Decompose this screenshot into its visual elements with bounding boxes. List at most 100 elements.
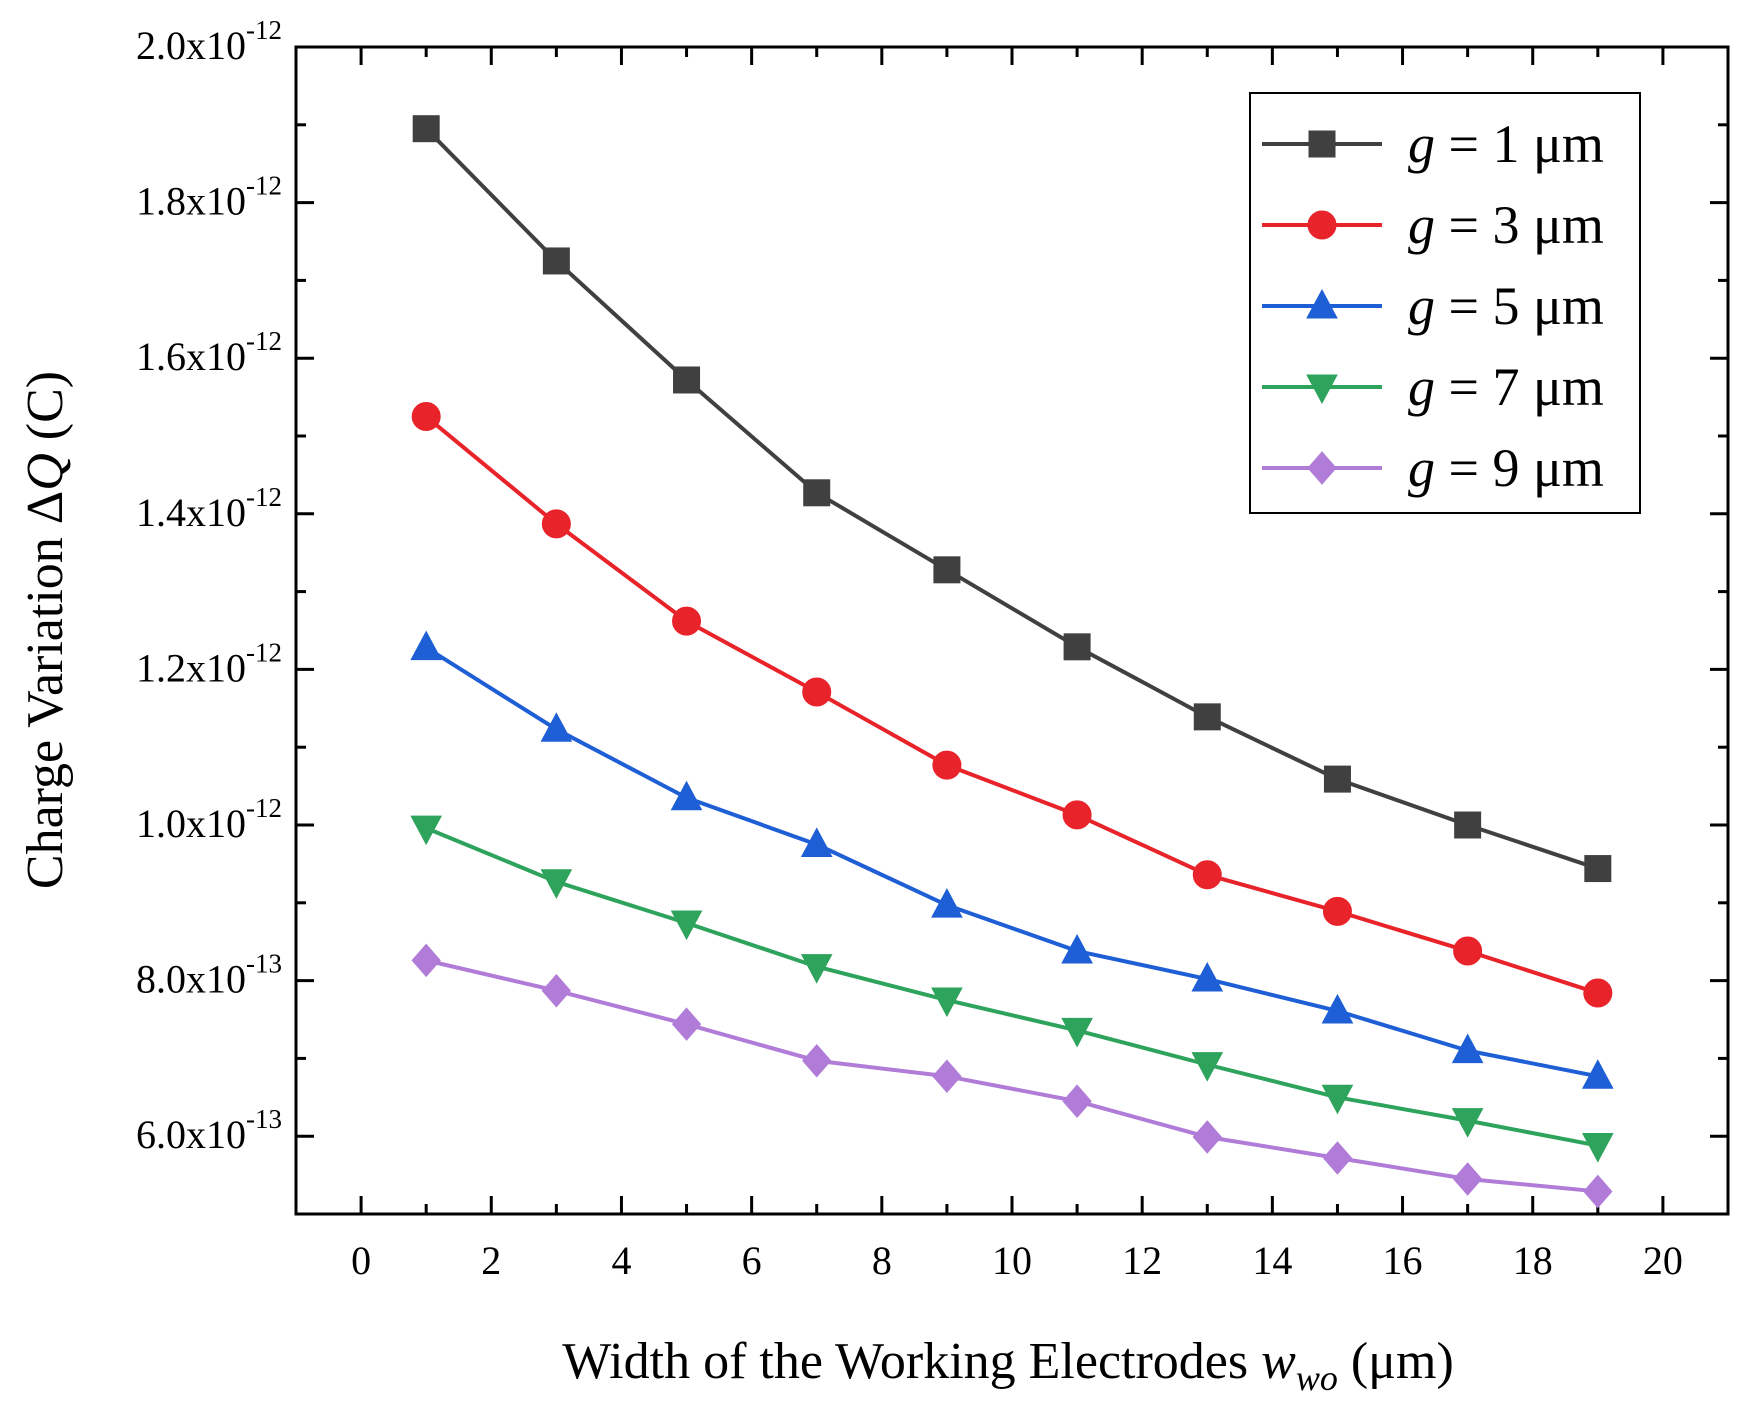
y-tick-label: 1.0x10-12 — [136, 793, 282, 846]
legend-label-var: g — [1408, 276, 1435, 336]
y-tick-label: 6.0x10-13 — [136, 1104, 282, 1157]
y-tick-mantissa: 1.8x10 — [136, 179, 246, 224]
y-tick-mantissa: 6.0x10 — [136, 1112, 246, 1157]
y-tick-exponent: -12 — [246, 793, 282, 823]
data-point — [1321, 1084, 1354, 1115]
data-point — [542, 247, 570, 275]
data-point — [410, 630, 443, 661]
data-point — [803, 479, 831, 507]
legend-label: g = 9 μm — [1408, 438, 1604, 498]
data-point — [931, 888, 963, 918]
y-tick-mantissa: 1.2x10 — [136, 645, 246, 690]
data-point — [1191, 961, 1224, 992]
data-point — [1581, 1133, 1614, 1163]
data-point — [1583, 1174, 1613, 1209]
axis-ticks — [294, 45, 1730, 1216]
x-tick-label: 10 — [992, 1238, 1032, 1283]
y-tick-labels: 6.0x10-138.0x10-131.0x10-121.2x10-121.4x… — [136, 15, 282, 1157]
series-line — [425, 958, 1599, 1194]
y-tick-label: 1.6x10-12 — [136, 326, 282, 379]
y-tick-mantissa: 2.0x10 — [136, 23, 246, 68]
data-point — [1584, 855, 1612, 883]
series-2 — [411, 402, 1613, 1008]
data-point — [410, 815, 443, 846]
legend-item: g = 7 μm — [1262, 357, 1604, 417]
data-point — [672, 606, 702, 636]
x-tick-label: 14 — [1252, 1238, 1292, 1283]
data-point — [541, 509, 571, 539]
data-point — [411, 943, 441, 978]
data-point — [1454, 811, 1482, 839]
x-tick-label: 8 — [872, 1238, 892, 1283]
series-1 — [412, 115, 1612, 883]
data-point — [800, 827, 833, 857]
series-line — [424, 415, 1599, 995]
legend-label-var: g — [1408, 438, 1435, 498]
x-tick-label: 18 — [1513, 1238, 1553, 1283]
legend-label-rest: = 3 μm — [1435, 195, 1604, 255]
legend-marker — [1307, 210, 1337, 240]
y-tick-mantissa: 1.6x10 — [136, 334, 246, 379]
y-axis-title-var: Q — [17, 453, 74, 491]
data-point — [1321, 993, 1354, 1024]
series-line — [424, 127, 1599, 871]
data-point — [802, 677, 832, 707]
y-tick-label: 1.8x10-12 — [136, 171, 282, 224]
legend-label: g = 3 μm — [1408, 195, 1604, 255]
data-point — [1062, 1084, 1092, 1118]
legend-marker — [1306, 288, 1338, 319]
x-tick-label: 12 — [1122, 1238, 1162, 1283]
data-point — [931, 987, 963, 1018]
y-tick-mantissa: 1.4x10 — [136, 490, 246, 535]
data-point — [412, 115, 440, 143]
legend-label-rest: = 9 μm — [1435, 438, 1604, 498]
y-tick-label: 1.4x10-12 — [136, 482, 282, 535]
x-tick-label: 6 — [742, 1238, 762, 1283]
legend-label-var: g — [1408, 357, 1435, 417]
x-tick-labels: 0 2 4 6 8 10 12 14 16 18 20 — [351, 1238, 1683, 1283]
data-point — [1453, 936, 1483, 966]
legend-item: g = 3 μm — [1262, 195, 1604, 255]
y-tick-exponent: -12 — [246, 326, 282, 356]
y-axis-title-main: Charge Variation Δ — [17, 491, 74, 889]
series-4 — [410, 815, 1614, 1163]
x-tick-label: 4 — [611, 1238, 631, 1283]
legend-label-rest: = 7 μm — [1435, 357, 1604, 417]
data-point — [933, 556, 961, 584]
x-axis-title-main: Width of the Working Electrodes — [562, 1333, 1261, 1390]
data-point — [1323, 765, 1351, 793]
series-line — [425, 826, 1599, 1148]
data-point — [802, 1043, 832, 1078]
series-5 — [411, 943, 1613, 1209]
legend-item: g = 9 μm — [1262, 438, 1604, 498]
data-point — [1192, 1120, 1222, 1154]
y-axis-title-unit: (C) — [17, 371, 74, 453]
legend-label-rest: = 1 μm — [1435, 114, 1604, 174]
data-point — [800, 954, 833, 984]
data-point — [1191, 1052, 1224, 1082]
data-point — [1192, 860, 1222, 890]
data-point — [1063, 633, 1091, 661]
y-tick-label: 2.0x10-12 — [136, 15, 282, 68]
y-tick-exponent: -13 — [246, 949, 282, 979]
data-point — [1581, 1059, 1614, 1089]
legend-label: g = 7 μm — [1408, 357, 1604, 417]
x-tick-label: 16 — [1383, 1238, 1423, 1283]
y-tick-label: 1.2x10-12 — [136, 637, 282, 690]
data-point — [541, 973, 572, 1008]
series-3 — [410, 630, 1614, 1089]
legend-label: g = 5 μm — [1408, 276, 1604, 336]
y-tick-label: 8.0x10-13 — [136, 949, 282, 1002]
data-point — [673, 366, 701, 394]
data-point — [670, 780, 703, 811]
data-point — [1583, 978, 1613, 1008]
x-tick-label: 20 — [1643, 1238, 1683, 1283]
y-tick-exponent: -12 — [246, 171, 282, 201]
x-axis-title-sub: wo — [1296, 1358, 1338, 1398]
legend-marker — [1307, 451, 1337, 485]
data-point — [1322, 1141, 1353, 1175]
data-point — [1062, 800, 1092, 830]
data-point — [1061, 1017, 1093, 1048]
series-layer — [410, 115, 1614, 1209]
